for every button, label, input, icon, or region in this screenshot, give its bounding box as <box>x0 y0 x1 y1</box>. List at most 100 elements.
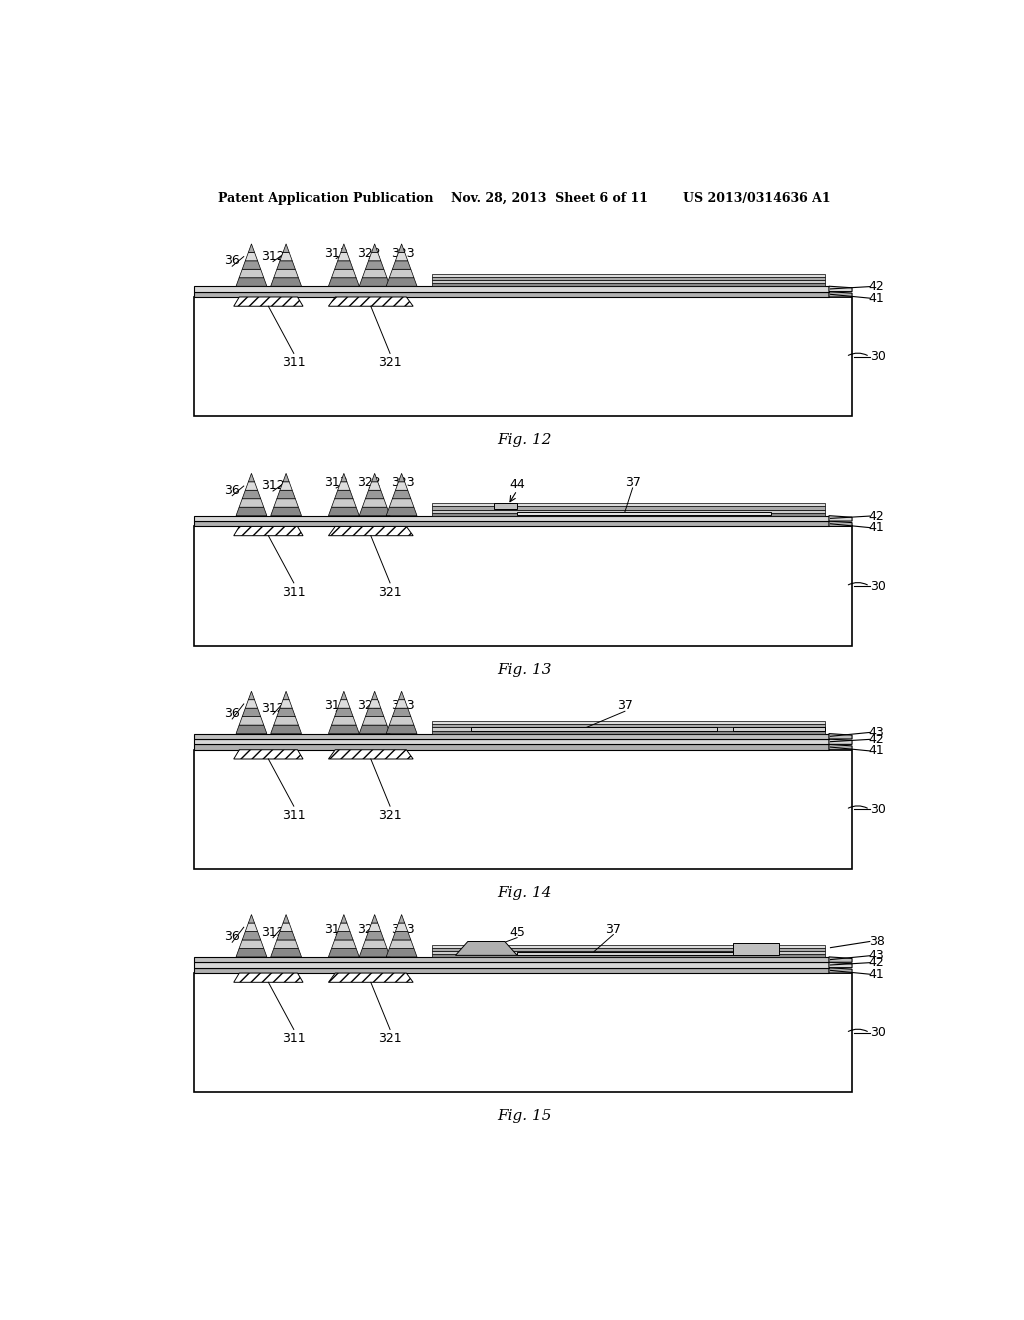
Polygon shape <box>829 739 852 744</box>
Polygon shape <box>829 286 852 292</box>
Polygon shape <box>338 482 350 490</box>
Polygon shape <box>386 507 417 516</box>
Bar <box>194 744 829 750</box>
Polygon shape <box>395 252 408 261</box>
Bar <box>432 275 825 277</box>
Text: 323: 323 <box>391 247 415 260</box>
Polygon shape <box>359 507 390 516</box>
Polygon shape <box>362 940 387 948</box>
Polygon shape <box>329 725 359 734</box>
Bar <box>432 721 825 725</box>
Bar <box>194 968 829 973</box>
Polygon shape <box>335 932 353 940</box>
Polygon shape <box>392 708 411 717</box>
Polygon shape <box>283 474 289 482</box>
Text: 322: 322 <box>357 477 381 490</box>
Polygon shape <box>362 499 387 507</box>
Text: 30: 30 <box>870 350 886 363</box>
Bar <box>432 950 825 954</box>
Polygon shape <box>243 932 261 940</box>
Polygon shape <box>246 923 258 932</box>
Text: 322: 322 <box>357 700 381 713</box>
Text: 30: 30 <box>870 579 886 593</box>
Polygon shape <box>240 269 264 277</box>
Polygon shape <box>372 474 378 482</box>
Text: 313: 313 <box>325 923 348 936</box>
Bar <box>733 942 779 956</box>
Text: 312: 312 <box>261 249 285 263</box>
Bar <box>432 948 825 950</box>
Polygon shape <box>386 725 417 734</box>
Bar <box>432 954 825 957</box>
Text: Patent Application Publication    Nov. 28, 2013  Sheet 6 of 11        US 2013/03: Patent Application Publication Nov. 28, … <box>218 191 831 205</box>
Text: 44: 44 <box>509 478 525 491</box>
Bar <box>471 727 717 731</box>
Polygon shape <box>829 957 852 962</box>
Polygon shape <box>332 269 356 277</box>
Polygon shape <box>332 717 356 725</box>
Polygon shape <box>398 692 404 700</box>
Polygon shape <box>283 692 289 700</box>
Polygon shape <box>366 708 384 717</box>
Bar <box>194 750 852 869</box>
Bar <box>194 297 852 416</box>
Polygon shape <box>366 490 384 499</box>
Polygon shape <box>332 940 356 948</box>
Polygon shape <box>280 700 292 708</box>
Text: 323: 323 <box>391 700 415 713</box>
Polygon shape <box>366 261 384 269</box>
Polygon shape <box>246 482 258 490</box>
Text: Fig. 15: Fig. 15 <box>498 1109 552 1123</box>
Text: 311: 311 <box>282 1032 305 1045</box>
Polygon shape <box>249 244 255 252</box>
Polygon shape <box>335 708 353 717</box>
Polygon shape <box>240 499 264 507</box>
Polygon shape <box>246 252 258 261</box>
Text: 41: 41 <box>868 292 885 305</box>
Polygon shape <box>233 750 303 759</box>
Polygon shape <box>398 474 404 482</box>
Text: 42: 42 <box>868 956 885 969</box>
Text: 43: 43 <box>868 949 885 962</box>
Polygon shape <box>249 915 255 923</box>
Polygon shape <box>395 700 408 708</box>
Polygon shape <box>233 297 303 306</box>
Polygon shape <box>329 297 413 306</box>
Polygon shape <box>338 700 350 708</box>
Polygon shape <box>329 973 413 982</box>
Bar <box>194 957 829 962</box>
Polygon shape <box>249 692 255 700</box>
Polygon shape <box>389 269 414 277</box>
Text: 38: 38 <box>868 935 885 948</box>
Polygon shape <box>829 521 852 527</box>
Polygon shape <box>273 499 298 507</box>
Polygon shape <box>273 940 298 948</box>
Text: 321: 321 <box>378 586 401 598</box>
Polygon shape <box>329 277 359 286</box>
Polygon shape <box>829 292 852 297</box>
Text: 37: 37 <box>617 700 633 713</box>
Polygon shape <box>273 269 298 277</box>
Text: 42: 42 <box>868 733 885 746</box>
Polygon shape <box>335 261 353 269</box>
Text: 36: 36 <box>224 708 240 721</box>
Polygon shape <box>270 507 301 516</box>
Bar <box>517 512 771 515</box>
Text: 312: 312 <box>261 925 285 939</box>
Polygon shape <box>389 499 414 507</box>
Text: 312: 312 <box>261 479 285 492</box>
Polygon shape <box>829 744 852 750</box>
Polygon shape <box>366 932 384 940</box>
Polygon shape <box>329 507 359 516</box>
Polygon shape <box>237 725 267 734</box>
Text: 41: 41 <box>868 521 885 535</box>
Polygon shape <box>359 277 390 286</box>
Text: 313: 313 <box>325 477 348 490</box>
Polygon shape <box>362 717 387 725</box>
Bar <box>432 284 825 286</box>
Bar <box>494 503 517 510</box>
Polygon shape <box>332 499 356 507</box>
Polygon shape <box>270 948 301 957</box>
Text: 311: 311 <box>282 809 305 822</box>
Text: 42: 42 <box>868 280 885 293</box>
